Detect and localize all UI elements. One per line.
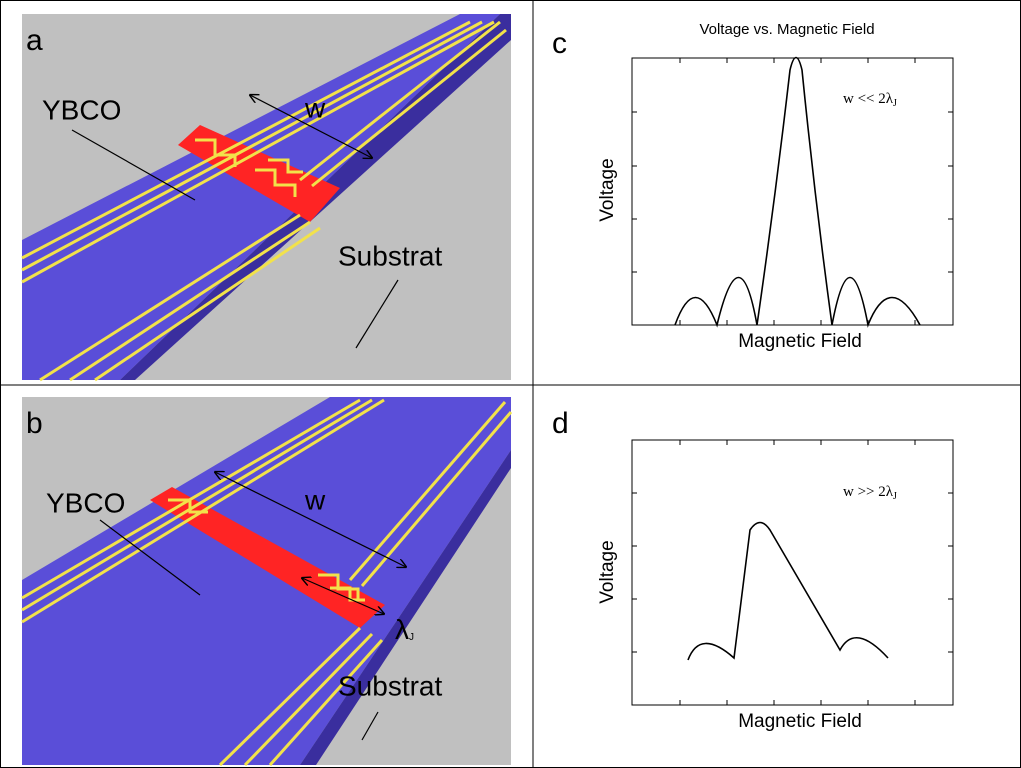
material-label: YBCO xyxy=(42,94,121,125)
plot-title: Voltage vs. Magnetic Field xyxy=(699,21,874,38)
x-axis-label: Magnetic Field xyxy=(738,331,862,352)
pointer xyxy=(71,129,196,201)
condition-text: w << 2λ xyxy=(843,91,894,107)
condition-text: w >> 2λ xyxy=(843,484,894,500)
substrate-label: Substrat xyxy=(338,670,442,701)
plot-frame xyxy=(631,57,954,326)
current-line xyxy=(243,632,374,767)
material-label: YBCO xyxy=(46,487,125,518)
subscript: J xyxy=(409,632,414,643)
subscript: J xyxy=(893,491,897,502)
axis-ticks xyxy=(632,58,953,325)
current-line xyxy=(268,638,384,767)
width-arrow xyxy=(215,472,406,567)
panel-label: a xyxy=(26,24,43,57)
junction-current xyxy=(195,138,303,197)
panel-d: d w >> 2λJ Voltage Magnetic Field xyxy=(552,407,954,732)
y-axis-label: Voltage xyxy=(597,158,618,221)
ybco-strip xyxy=(22,14,500,380)
current-line xyxy=(218,626,362,767)
subscript: J xyxy=(893,98,897,109)
panel-label: d xyxy=(552,407,569,440)
current-lines xyxy=(21,20,507,382)
condition: w << 2λJ xyxy=(843,91,897,109)
current-line xyxy=(21,398,373,612)
josephson-label: λJ xyxy=(395,614,414,645)
width-label: w xyxy=(304,92,326,123)
panel-label: c xyxy=(552,27,567,60)
plot-frame xyxy=(631,439,954,706)
pointer xyxy=(355,279,399,349)
width-arrow xyxy=(250,95,372,158)
pointer xyxy=(99,519,201,596)
symbol: λ xyxy=(395,614,409,645)
josephson-arrow xyxy=(302,578,384,614)
y-axis-label: Voltage xyxy=(597,540,618,603)
panel-b: b YBCO w λJ Substrat xyxy=(21,397,513,767)
junction xyxy=(178,125,340,222)
current-line xyxy=(21,20,471,260)
current-line xyxy=(39,213,301,382)
condition: w >> 2λJ xyxy=(843,484,897,502)
x-axis-label: Magnetic Field xyxy=(738,711,862,732)
pointer xyxy=(361,711,379,741)
voltage-curve xyxy=(687,521,889,661)
current-line xyxy=(311,28,507,188)
substrate-label: Substrat xyxy=(338,240,442,271)
strip-edge xyxy=(300,450,511,765)
width-label: w xyxy=(304,484,326,515)
panel-c: c Voltage vs. Magnetic Field w << 2λJ Vo… xyxy=(552,21,954,352)
current-line xyxy=(69,220,311,382)
current-line xyxy=(94,226,321,382)
voltage-curve xyxy=(674,56,921,328)
axis-ticks xyxy=(632,440,953,705)
panel-a: a YBCO w Substrat xyxy=(21,14,511,382)
panel-label: b xyxy=(26,407,43,440)
